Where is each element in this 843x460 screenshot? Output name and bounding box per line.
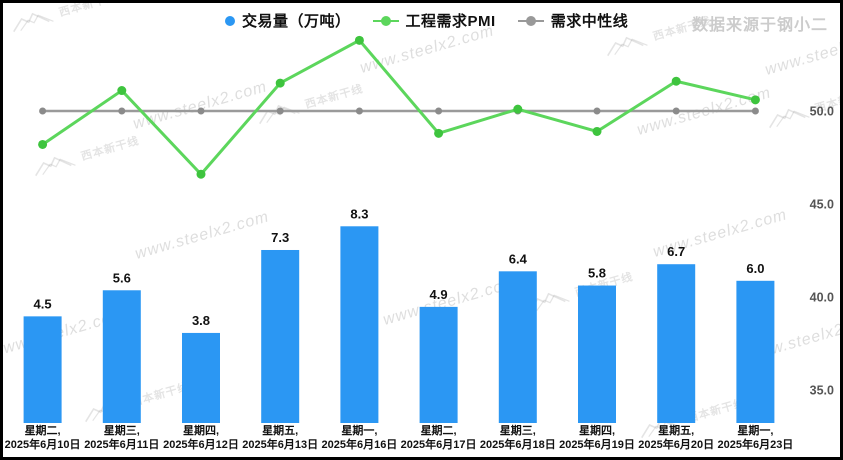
bar[interactable]: [657, 264, 696, 423]
bar[interactable]: [498, 271, 537, 423]
pmi-line-point[interactable]: [513, 104, 523, 114]
pmi-line-point[interactable]: [354, 35, 364, 45]
pmi-line-point[interactable]: [750, 95, 760, 105]
neutral-line-point[interactable]: [39, 107, 47, 115]
bar-value-label: 8.3: [350, 206, 368, 221]
bar-value-label: 5.6: [113, 270, 131, 285]
neutral-line-point[interactable]: [435, 107, 443, 115]
x-axis-tick-label: 星期一, 2025年6月23日: [717, 423, 793, 451]
legend-item-label: 交易量（万吨）: [242, 13, 351, 30]
pmi-line-point[interactable]: [196, 169, 206, 179]
x-axis-tick-label: 星期四, 2025年6月19日: [559, 423, 635, 451]
pmi-line-point[interactable]: [117, 86, 127, 96]
x-axis-tick-label: 星期一, 2025年6月16日: [321, 423, 397, 451]
bar-value-label: 4.5: [34, 296, 52, 311]
bar[interactable]: [23, 316, 62, 423]
data-source-label: 数据来源于钢小二: [691, 17, 828, 34]
pmi-line: [41, 38, 756, 177]
legend-dot-icon: [225, 15, 235, 26]
legend-line-dot-icon: [372, 15, 399, 26]
bar-value-label: 7.3: [271, 230, 289, 245]
x-axis-tick-label: 星期四, 2025年6月12日: [163, 423, 239, 451]
legend-item-label: 需求中性线: [550, 13, 629, 30]
neutral-line-point[interactable]: [197, 107, 205, 115]
bar[interactable]: [261, 249, 300, 423]
bar-value-label: 6.4: [509, 251, 528, 266]
right-axis-tick-label: 45.0: [810, 198, 834, 212]
x-axis-tick-label: 星期三, 2025年6月11日: [84, 423, 159, 451]
legend-item-label: 工程需求PMI: [405, 13, 496, 30]
pmi-line-point[interactable]: [434, 128, 444, 138]
neutral-line-point[interactable]: [672, 107, 680, 115]
bar[interactable]: [182, 332, 220, 423]
pmi-line-point[interactable]: [275, 78, 285, 88]
chart-canvas: 50.0 45.0 40.0 35.0 4.5 5.6 3.8 7.3 8.3 4.9 6.4 5.8…: [5, 35, 834, 451]
pmi-line-point[interactable]: [38, 139, 48, 149]
right-axis-tick-label: 40.0: [810, 291, 834, 305]
neutral-line-point[interactable]: [276, 107, 284, 115]
bar[interactable]: [102, 290, 141, 423]
pmi-line-point[interactable]: [592, 126, 602, 136]
bar[interactable]: [340, 226, 379, 423]
legend-item-volume[interactable]: 交易量（万吨）: [225, 10, 351, 31]
bar[interactable]: [736, 280, 775, 423]
bar-value-label: 3.8: [192, 313, 210, 328]
x-axis-tick-label: 星期三, 2025年6月18日: [480, 423, 556, 451]
legend-item-pmi[interactable]: 工程需求PMI: [372, 10, 496, 31]
bar-value-label: 6.0: [746, 261, 764, 276]
legend-line-dot-icon: [517, 15, 544, 26]
neutral-line-point[interactable]: [118, 107, 126, 115]
neutral-line-point[interactable]: [593, 107, 601, 115]
neutral-line-point[interactable]: [751, 107, 759, 115]
right-axis-tick-label: 50.0: [810, 105, 834, 119]
chart-legend: 交易量（万吨） 工程需求PMI 需求中性线: [225, 10, 628, 31]
x-axis-tick-label: 星期五, 2025年6月20日: [638, 423, 714, 451]
x-axis-tick-label: 星期五, 2025年6月13日: [242, 423, 318, 451]
bar-value-label: 6.7: [667, 244, 685, 259]
neutral-line-point[interactable]: [355, 107, 363, 115]
legend-item-neutral[interactable]: 需求中性线: [517, 10, 629, 31]
pmi-line-point[interactable]: [671, 76, 681, 86]
bar[interactable]: [419, 306, 458, 423]
bar-value-label: 5.8: [588, 266, 606, 281]
x-axis-tick-label: 星期二, 2025年6月17日: [401, 423, 477, 451]
bar[interactable]: [578, 285, 616, 423]
right-axis-tick-label: 35.0: [810, 384, 834, 398]
x-axis-tick-label: 星期二, 2025年6月10日: [5, 423, 81, 451]
bar-value-label: 4.9: [430, 287, 448, 302]
